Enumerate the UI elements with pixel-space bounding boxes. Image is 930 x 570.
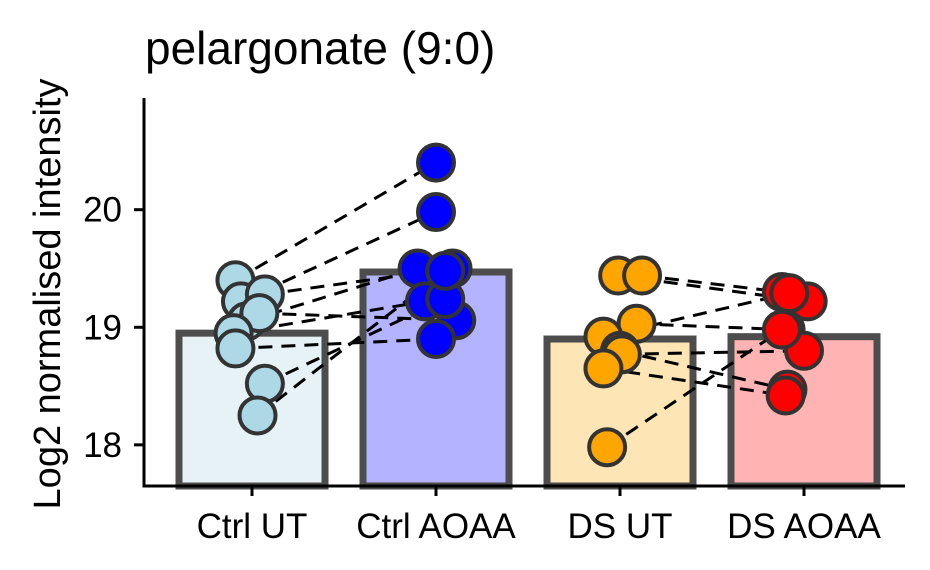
data-point: [765, 375, 806, 416]
data-point: [769, 273, 810, 314]
data-point: [215, 328, 256, 369]
data-point: [761, 309, 802, 350]
data-point: [416, 192, 456, 233]
pair-line: [234, 161, 437, 282]
y-tick-label: 20: [83, 191, 122, 230]
data-point: [416, 319, 456, 360]
pair-line: [603, 366, 786, 397]
data-point: [583, 348, 624, 389]
x-tick-label: Ctrl UT: [197, 507, 308, 546]
x-tick-label: DS UT: [568, 507, 673, 546]
pair-line: [606, 328, 783, 449]
pair-line: [264, 266, 453, 296]
pair-line: [235, 337, 437, 350]
data-point: [416, 142, 456, 183]
chart-title: pelargonate (9:0): [145, 22, 495, 74]
pair-line: [619, 349, 788, 392]
x-tick-label: DS AOAA: [727, 507, 881, 546]
bar-ds-aoaa: [727, 333, 881, 490]
data-point: [622, 255, 663, 296]
y-tick-label: 19: [83, 308, 122, 347]
data-point: [425, 250, 466, 291]
y-axis-ticks: 18 19 20: [83, 191, 144, 465]
x-axis-ticks: Ctrl UT Ctrl AOAA DS UT DS AOAA: [197, 486, 881, 546]
y-axis-label: Log2 normalised intensity: [27, 79, 69, 510]
data-point: [237, 395, 278, 436]
data-point: [587, 427, 628, 468]
x-tick-label: Ctrl AOAA: [356, 507, 516, 546]
points-layer: [213, 142, 828, 468]
y-tick-label: 18: [83, 426, 122, 465]
data-point: [239, 293, 280, 334]
pair-line: [636, 322, 786, 332]
pair-line: [621, 349, 805, 356]
pair-line: [641, 274, 783, 294]
